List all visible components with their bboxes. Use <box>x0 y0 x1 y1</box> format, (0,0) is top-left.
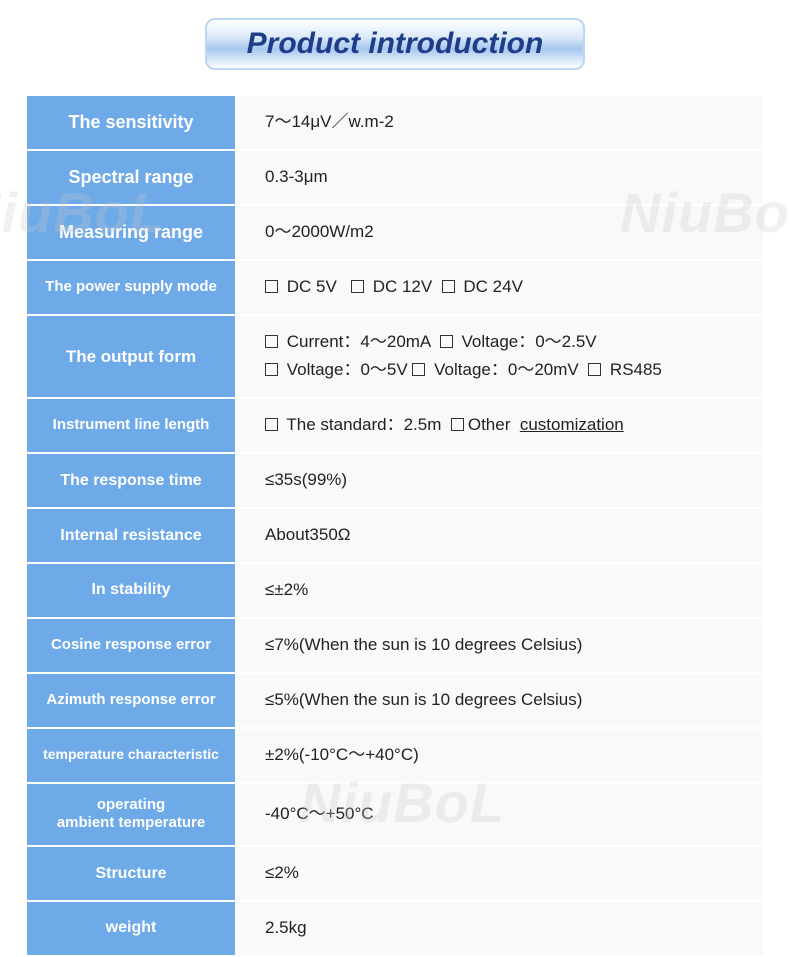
spec-value: ≤35s(99%) <box>236 453 764 508</box>
spec-value: DC 5V DC 12V DC 24V <box>236 260 764 315</box>
table-row: Structure≤2% <box>26 846 764 901</box>
table-row: temperature characteristic±2%(-10°C～+40°… <box>26 728 764 783</box>
table-row: The output form Current：4～20mA Voltage：0… <box>26 315 764 399</box>
spec-label: Azimuth response error <box>26 673 236 728</box>
table-row: Measuring range0～2000W/m2 <box>26 205 764 260</box>
spec-label: In stability <box>26 563 236 618</box>
spec-value: ≤7%(When the sun is 10 degrees Celsius) <box>236 618 764 673</box>
spec-label: The power supply mode <box>26 260 236 315</box>
spec-value: Current：4～20mA Voltage：0～2.5V Voltage：0～… <box>236 315 764 399</box>
spec-label: Measuring range <box>26 205 236 260</box>
spec-label: Internal resistance <box>26 508 236 563</box>
spec-value: 2.5kg <box>236 901 764 956</box>
spec-value: 0.3-3μm <box>236 150 764 205</box>
table-row: Azimuth response error≤5%(When the sun i… <box>26 673 764 728</box>
spec-label: Cosine response error <box>26 618 236 673</box>
table-row: operatingambient temperature-40°C～+50°C <box>26 783 764 847</box>
spec-label: Spectral range <box>26 150 236 205</box>
spec-label: temperature characteristic <box>26 728 236 783</box>
table-row: Instrument line length The standard：2.5m… <box>26 398 764 453</box>
table-row: The power supply mode DC 5V DC 12V DC 24… <box>26 260 764 315</box>
spec-label: The output form <box>26 315 236 399</box>
spec-value: ≤2% <box>236 846 764 901</box>
spec-value: About350Ω <box>236 508 764 563</box>
table-row: Spectral range0.3-3μm <box>26 150 764 205</box>
table-row: Internal resistanceAbout350Ω <box>26 508 764 563</box>
spec-value: ≤5%(When the sun is 10 degrees Celsius) <box>236 673 764 728</box>
spec-value: The standard：2.5m Other customization <box>236 398 764 453</box>
table-row: The response time≤35s(99%) <box>26 453 764 508</box>
spec-value: ≤±2% <box>236 563 764 618</box>
page-title: Product introduction <box>205 18 586 70</box>
spec-label: The sensitivity <box>26 95 236 150</box>
table-row: In stability≤±2% <box>26 563 764 618</box>
spec-label: weight <box>26 901 236 956</box>
spec-label: Structure <box>26 846 236 901</box>
spec-value: -40°C～+50°C <box>236 783 764 847</box>
spec-value: ±2%(-10°C～+40°C) <box>236 728 764 783</box>
spec-label: The response time <box>26 453 236 508</box>
spec-label: operatingambient temperature <box>26 783 236 847</box>
table-row: The sensitivity7～14μV／w.m-2 <box>26 95 764 150</box>
spec-label: Instrument line length <box>26 398 236 453</box>
spec-value: 7～14μV／w.m-2 <box>236 95 764 150</box>
table-row: Cosine response error≤7%(When the sun is… <box>26 618 764 673</box>
spec-value: 0～2000W/m2 <box>236 205 764 260</box>
spec-table: The sensitivity7～14μV／w.m-2Spectral rang… <box>25 94 765 957</box>
header: Product introduction <box>0 0 790 94</box>
table-row: weight2.5kg <box>26 901 764 956</box>
